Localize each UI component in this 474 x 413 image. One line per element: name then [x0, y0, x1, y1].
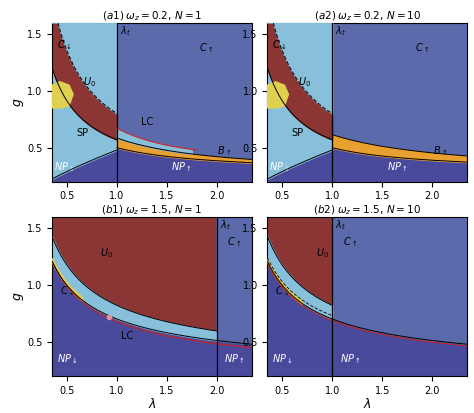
Text: $U_0$: $U_0$: [298, 75, 311, 89]
Text: $NP_\uparrow$: $NP_\uparrow$: [224, 352, 245, 366]
Y-axis label: $g$: $g$: [12, 97, 26, 107]
Text: $U_0$: $U_0$: [100, 247, 113, 260]
Text: $C_\uparrow$: $C_\uparrow$: [343, 235, 357, 249]
Text: LC: LC: [121, 332, 133, 342]
Text: $C_\downarrow$: $C_\downarrow$: [57, 38, 71, 52]
Text: $U_0$: $U_0$: [316, 247, 329, 260]
Text: $NP_\downarrow$: $NP_\downarrow$: [57, 353, 77, 366]
Text: $\lambda_t$: $\lambda_t$: [120, 24, 131, 38]
Text: $B$: $B$: [55, 85, 62, 96]
Text: $NP_\downarrow$: $NP_\downarrow$: [269, 161, 290, 174]
Text: $NP_\downarrow$: $NP_\downarrow$: [54, 161, 74, 174]
Title: $(b2)\;\omega_z = 1.5,\,N = 10$: $(b2)\;\omega_z = 1.5,\,N = 10$: [313, 203, 421, 217]
Polygon shape: [267, 82, 288, 108]
Text: $U_0$: $U_0$: [82, 75, 96, 89]
Text: SP: SP: [292, 128, 303, 138]
Text: $\lambda_t$: $\lambda_t$: [219, 218, 231, 232]
Text: $C_\uparrow$: $C_\uparrow$: [228, 235, 242, 249]
Text: $\lambda_t$: $\lambda_t$: [335, 218, 346, 232]
X-axis label: $\lambda$: $\lambda$: [363, 397, 372, 411]
Text: $B$: $B$: [270, 85, 277, 96]
Title: $(b1)\;\omega_z = 1.5,\,N = 1$: $(b1)\;\omega_z = 1.5,\,N = 1$: [101, 203, 202, 217]
Text: $NP_\uparrow$: $NP_\uparrow$: [172, 160, 192, 174]
Text: $\lambda_t$: $\lambda_t$: [335, 24, 346, 38]
Text: $C_\downarrow$: $C_\downarrow$: [272, 38, 287, 52]
X-axis label: $\lambda$: $\lambda$: [147, 397, 156, 411]
Text: $C_\downarrow$: $C_\downarrow$: [60, 285, 74, 298]
Text: SP: SP: [76, 128, 88, 138]
Text: $NP_\uparrow$: $NP_\uparrow$: [387, 160, 408, 174]
Text: $B_\uparrow$: $B_\uparrow$: [433, 145, 447, 158]
Text: $NP_\uparrow$: $NP_\uparrow$: [340, 352, 361, 366]
Text: $C_\downarrow$: $C_\downarrow$: [275, 285, 290, 298]
Polygon shape: [52, 82, 73, 108]
Text: LC: LC: [141, 117, 153, 127]
Text: $C_\uparrow$: $C_\uparrow$: [415, 41, 429, 55]
Title: $(a1)\;\omega_z = 0.2,\,N = 1$: $(a1)\;\omega_z = 0.2,\,N = 1$: [101, 9, 202, 23]
Text: $C_\uparrow$: $C_\uparrow$: [200, 41, 214, 55]
Y-axis label: $g$: $g$: [12, 292, 26, 301]
Text: $NP_\downarrow$: $NP_\downarrow$: [272, 353, 293, 366]
Title: $(a2)\;\omega_z = 0.2,\,N = 10$: $(a2)\;\omega_z = 0.2,\,N = 10$: [314, 9, 421, 23]
Text: $B_\uparrow$: $B_\uparrow$: [218, 145, 232, 158]
